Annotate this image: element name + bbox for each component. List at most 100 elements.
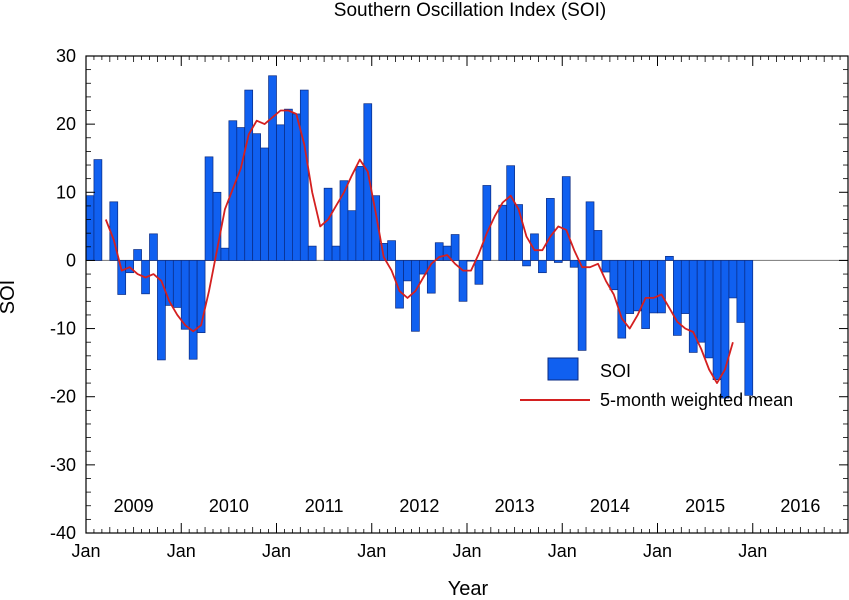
year-label: 2016 <box>780 496 820 516</box>
x-tick-label: Jan <box>738 541 767 561</box>
bar-soi <box>133 249 142 261</box>
bar-soi <box>736 260 746 323</box>
legend: SOI 5-month weighted mean <box>520 357 793 410</box>
bar-soi <box>704 260 714 359</box>
bar-soi <box>609 260 619 291</box>
x-tick-label: Jan <box>71 541 100 561</box>
bar-soi <box>292 113 301 261</box>
bar-soi <box>363 103 373 261</box>
bar-soi <box>284 108 293 261</box>
plot-area: 3020100-10-20-30-40Jan2009Jan2010Jan2011… <box>50 46 849 561</box>
bar-soi <box>347 210 357 261</box>
bar-soi <box>395 260 404 309</box>
bar-soi <box>649 260 658 314</box>
bar-soi <box>411 260 420 332</box>
bar-soi <box>331 245 341 261</box>
bar-soi <box>514 204 523 261</box>
bar-soi <box>633 260 642 312</box>
x-axis-label: Year <box>448 578 489 600</box>
bar-soi <box>387 240 396 261</box>
y-tick-label: 0 <box>66 250 76 270</box>
bar-soi <box>252 133 261 261</box>
bar-soi <box>553 260 563 263</box>
y-tick-label: -20 <box>50 387 76 407</box>
bar-soi <box>696 260 706 343</box>
bar-soi <box>450 234 460 261</box>
x-tick-label: Jan <box>643 541 672 561</box>
bar-soi <box>236 127 246 261</box>
bar-soi <box>458 260 468 302</box>
bar-soi <box>680 260 690 314</box>
bar-soi <box>117 260 127 295</box>
y-tick-label: 30 <box>56 46 76 66</box>
y-tick-label: -40 <box>50 523 76 543</box>
year-label: 2012 <box>399 496 439 516</box>
bar-soi <box>569 260 579 268</box>
bar-soi <box>355 166 365 261</box>
year-label: 2013 <box>495 496 535 516</box>
year-label: 2009 <box>114 496 154 516</box>
bar-soi <box>546 198 555 261</box>
bar-soi <box>260 147 269 261</box>
line-weighted-mean <box>104 109 734 385</box>
bar-soi <box>466 260 476 262</box>
bar-soi <box>641 260 650 329</box>
bar-soi <box>196 260 206 334</box>
bar-soi <box>403 260 412 282</box>
bar-soi <box>299 89 309 261</box>
x-tick-label: Jan <box>167 541 196 561</box>
bar-soi <box>657 260 666 314</box>
bar-soi <box>172 260 182 308</box>
y-tick-label: -30 <box>50 455 76 475</box>
bar-soi <box>482 185 492 261</box>
bar-soi <box>625 260 635 314</box>
y-tick-label: 10 <box>56 182 76 202</box>
bar-soi <box>85 195 95 261</box>
bar-soi <box>585 201 595 261</box>
bar-soi <box>617 260 627 339</box>
bar-soi <box>561 176 571 261</box>
bar-soi <box>204 156 214 261</box>
x-tick-label: Jan <box>357 541 386 561</box>
bar-soi <box>498 204 508 261</box>
bar-soi <box>720 260 730 399</box>
bar-soi <box>268 75 277 261</box>
legend-soi-label: SOI <box>600 361 631 381</box>
bar-soi <box>577 260 587 351</box>
bar-soi <box>93 159 103 261</box>
bar-soi <box>665 255 674 261</box>
bar-soi <box>149 233 158 261</box>
y-axis-label: SOI <box>0 280 19 314</box>
bar-soi <box>538 260 547 274</box>
bar-soi <box>593 230 603 261</box>
bar-soi <box>601 260 611 273</box>
year-label: 2011 <box>305 496 344 516</box>
bar-soi <box>744 260 754 396</box>
y-tick-label: 20 <box>56 114 76 134</box>
legend-soi-swatch <box>547 357 579 381</box>
year-label: 2014 <box>590 496 630 516</box>
bar-soi <box>530 233 539 261</box>
bar-soi <box>506 165 515 261</box>
bar-soi <box>244 89 254 261</box>
year-label: 2010 <box>209 496 249 516</box>
bar-soi <box>474 260 484 285</box>
y-tick-label: -10 <box>50 319 76 339</box>
year-label: 2015 <box>685 496 725 516</box>
bar-soi <box>180 260 190 330</box>
chart-title: Southern Oscillation Index (SOI) <box>334 0 606 21</box>
bar-soi <box>276 124 285 261</box>
bar-soi <box>712 260 722 381</box>
bar-soi <box>371 195 381 261</box>
bar-soi <box>165 260 174 306</box>
x-tick-label: Jan <box>262 541 291 561</box>
bar-soi <box>522 260 531 267</box>
legend-mean-label: 5-month weighted mean <box>600 390 793 410</box>
bar-soi <box>188 260 198 360</box>
bar-soi <box>307 245 317 261</box>
bar-soi <box>426 260 436 294</box>
bar-soi <box>157 260 166 361</box>
bar-soi <box>323 187 333 261</box>
bar-soi <box>728 260 738 299</box>
